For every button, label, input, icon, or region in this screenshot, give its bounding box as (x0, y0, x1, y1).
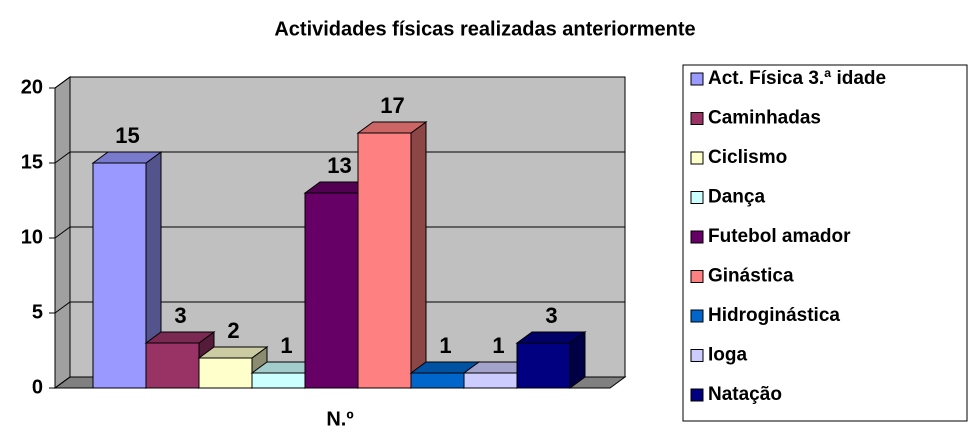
y-tick-label: 10 (21, 226, 43, 248)
legend-swatch (690, 270, 704, 283)
legend-label: Ciclismo (708, 147, 787, 168)
y-tick-label: 0 (32, 376, 43, 398)
bar-front (92, 162, 147, 389)
data-label: 3 (545, 303, 557, 328)
bar-side (410, 121, 427, 389)
y-tick-label: 5 (32, 301, 43, 323)
y-tick-label: 20 (21, 76, 43, 98)
bar (91, 151, 163, 389)
legend-swatch (690, 151, 704, 165)
legend-swatch (690, 230, 704, 244)
legend-label: Dança (708, 187, 765, 208)
bar-front (251, 372, 306, 389)
legend-label: Natação (708, 384, 782, 405)
data-label: 15 (115, 123, 139, 148)
data-label: 1 (492, 333, 504, 358)
data-label: 13 (327, 153, 351, 178)
legend-swatch (690, 191, 704, 204)
legend-label: Ginástica (708, 266, 794, 287)
chart-title: Actividades físicas realizadas anteriorm… (274, 18, 695, 40)
data-label: 3 (174, 303, 186, 328)
legend-swatch (690, 309, 704, 323)
bar-front (198, 357, 253, 389)
legend-swatch (690, 112, 704, 125)
bar-front (304, 192, 359, 389)
grid-line (54, 301, 625, 314)
legend-label: Act. Física 3.ª idade (708, 68, 886, 89)
legend-swatch (690, 388, 704, 402)
bar-front (410, 372, 465, 389)
legend-swatch (690, 349, 704, 362)
legend-swatch (690, 72, 704, 86)
bar (515, 331, 587, 389)
grid-line (54, 226, 625, 239)
legend-label: Hidroginástica (708, 305, 840, 326)
data-label: 17 (380, 93, 404, 118)
data-label: 1 (439, 333, 451, 358)
legend-box (682, 64, 968, 422)
y-tick-label: 15 (21, 151, 43, 173)
bar (144, 331, 216, 389)
data-label: 1 (280, 333, 292, 358)
bar-front (463, 372, 518, 389)
x-tick-label: N.º (326, 408, 353, 430)
grid-line (54, 76, 625, 89)
legend-label: Ioga (708, 345, 747, 366)
legend-label: Futebol amador (708, 226, 851, 247)
bar-front (516, 342, 571, 389)
bar (356, 121, 428, 389)
data-label: 2 (227, 318, 239, 343)
bar-front (145, 342, 200, 389)
bar-front (357, 132, 412, 389)
legend-label: Caminhadas (708, 108, 821, 129)
grid-line (54, 151, 625, 164)
